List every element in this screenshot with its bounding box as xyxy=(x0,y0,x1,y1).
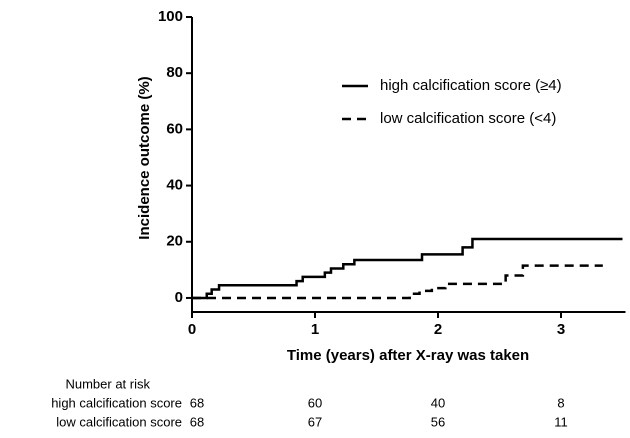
risk-count: 56 xyxy=(431,414,445,429)
risk-count: 11 xyxy=(554,414,568,429)
y-tick-label: 40 xyxy=(166,177,183,194)
risk-table-title: Number at risk xyxy=(65,376,150,391)
risk-count: 68 xyxy=(190,414,204,429)
step-line xyxy=(192,237,623,300)
step-line xyxy=(192,264,603,300)
x-tick-label: 2 xyxy=(434,321,442,338)
x-tick-label: 1 xyxy=(311,321,319,338)
x-axis-label: Time (years) after X-ray was taken xyxy=(287,347,529,364)
legend-label: low calcification score (<4) xyxy=(380,110,556,127)
risk-row-name: low calcification score xyxy=(56,414,182,429)
y-tick-label: 60 xyxy=(166,120,183,137)
risk-count: 67 xyxy=(308,414,322,429)
x-tick-label: 3 xyxy=(557,321,565,338)
y-tick-label: 80 xyxy=(166,64,183,81)
y-tick-label: 0 xyxy=(175,289,183,306)
risk-count: 60 xyxy=(308,395,322,410)
risk-count: 68 xyxy=(190,395,204,410)
y-tick-label: 20 xyxy=(166,233,183,250)
legend-label: high calcification score (≥4) xyxy=(380,77,562,94)
risk-count: 8 xyxy=(557,395,564,410)
risk-row-name: high calcification score xyxy=(51,395,182,410)
y-tick-label: 100 xyxy=(158,8,183,25)
x-tick-label: 0 xyxy=(188,321,196,338)
y-axis-label: Incidence outcome (%) xyxy=(136,76,153,239)
risk-count: 40 xyxy=(431,395,445,410)
